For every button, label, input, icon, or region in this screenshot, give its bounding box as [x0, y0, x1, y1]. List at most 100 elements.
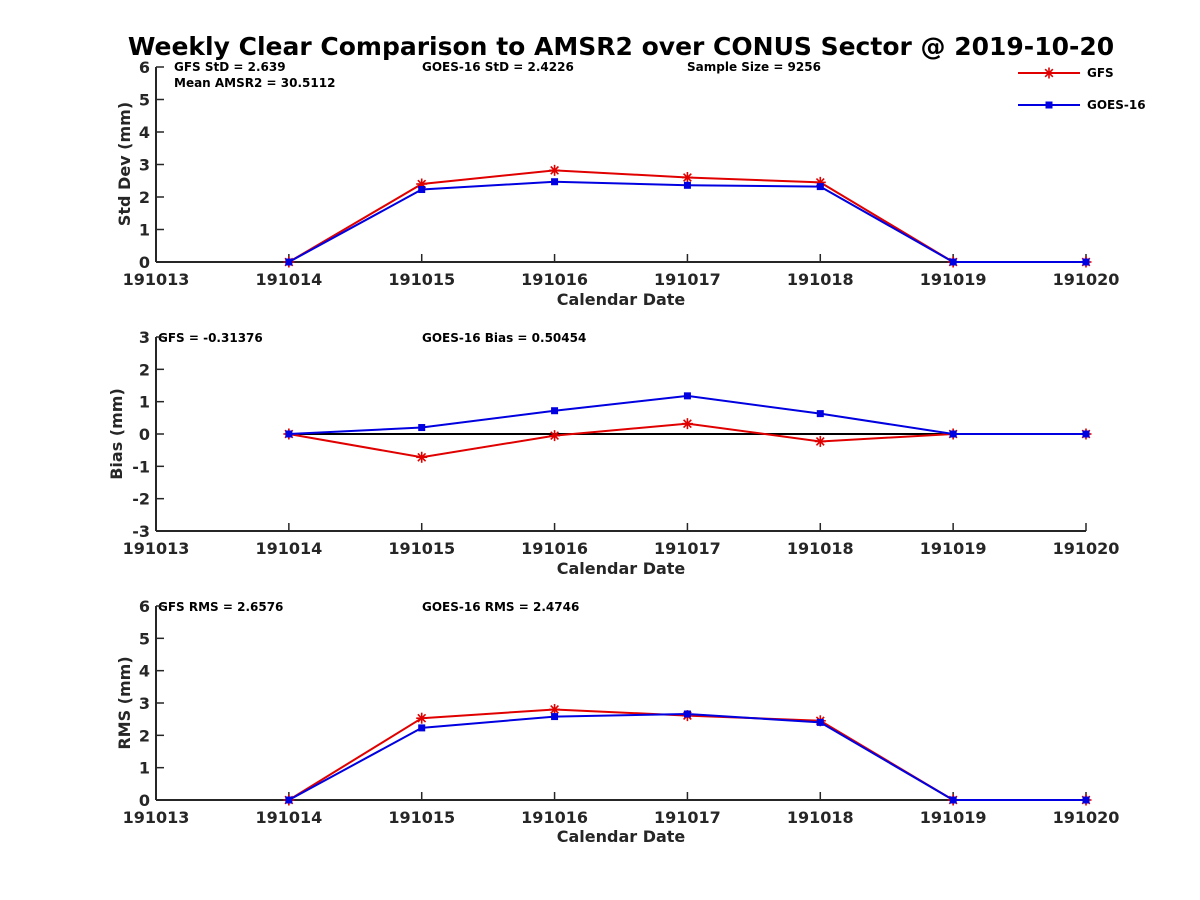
- bias-y-tick-label: -2: [132, 490, 150, 509]
- bias-goes16-point: [285, 430, 293, 438]
- rms-x-tick-label: 191013: [123, 808, 190, 827]
- rms-gfs-point: [549, 703, 561, 715]
- rms-x-tick-label: 191015: [388, 808, 455, 827]
- std-x-tick-label: 191018: [787, 270, 854, 289]
- rms-goes16-point: [418, 724, 426, 732]
- rms-x-tick-label: 191017: [654, 808, 721, 827]
- bias-x-tick-label: 191015: [388, 539, 455, 558]
- std-goes16-point: [816, 183, 824, 191]
- std-gfs-point: [681, 172, 693, 183]
- std-y-axis-label: Std Dev (mm): [115, 102, 134, 226]
- std-x-tick-label: 191014: [255, 270, 322, 289]
- bias-x-tick-label: 191014: [255, 539, 322, 558]
- bias-panel: GFS = -0.31376 GOES-16 Bias = 0.50454 Ca…: [107, 328, 1119, 578]
- bias-goes16-point: [816, 410, 824, 418]
- std-goes16-point: [285, 258, 293, 266]
- std-dev-panel: GFS StD = 2.639 Mean AMSR2 = 30.5112 GOE…: [115, 58, 1119, 309]
- rms-goes16-point: [949, 796, 957, 804]
- rms-x-tick-label: 191016: [521, 808, 588, 827]
- legend-goes16-marker: [1045, 101, 1053, 109]
- rms-y-axis-label: RMS (mm): [115, 656, 134, 749]
- std-goes16-annotation: GOES-16 StD = 2.4226: [422, 60, 574, 74]
- bias-x-tick-label: 191017: [654, 539, 721, 558]
- std-y-tick-label: 1: [139, 221, 150, 240]
- rms-y-tick-label: 2: [139, 726, 150, 745]
- rms-goes16-point: [683, 710, 691, 718]
- rms-gfs-annotation: GFS RMS = 2.6576: [158, 600, 283, 614]
- std-y-tick-label: 5: [139, 91, 150, 110]
- std-mean-amsr2-annotation: Mean AMSR2 = 30.5112: [174, 76, 335, 90]
- rms-x-tick-label: 191020: [1053, 808, 1120, 827]
- bias-x-tick-label: 191019: [920, 539, 987, 558]
- std-x-tick-label: 191019: [920, 270, 987, 289]
- legend-gfs-label: GFS: [1087, 66, 1114, 80]
- bias-x-tick-label: 191016: [521, 539, 588, 558]
- legend: GFS GOES-16: [1018, 66, 1146, 112]
- chart-title: Weekly Clear Comparison to AMSR2 over CO…: [128, 32, 1114, 61]
- std-x-tick-label: 191016: [521, 270, 588, 289]
- rms-gfs-point: [416, 712, 428, 724]
- bias-y-tick-label: 2: [139, 360, 150, 379]
- bias-y-tick-label: 1: [139, 393, 150, 412]
- bias-goes16-annotation: GOES-16 Bias = 0.50454: [422, 331, 586, 345]
- bias-y-tick-label: -1: [132, 457, 150, 476]
- legend-gfs-marker: [1043, 67, 1055, 79]
- std-x-tick-label: 191020: [1053, 270, 1120, 289]
- bias-x-tick-label: 191020: [1053, 539, 1120, 558]
- bias-gfs-annotation: GFS = -0.31376: [158, 331, 263, 345]
- legend-goes16-square: [1045, 101, 1053, 109]
- rms-panel: GFS RMS = 2.6576 GOES-16 RMS = 2.4746 Ca…: [115, 597, 1119, 846]
- rms-goes16-annotation: GOES-16 RMS = 2.4746: [422, 600, 579, 614]
- bias-y-tick-label: 3: [139, 328, 150, 347]
- std-gfs-point: [549, 164, 561, 176]
- rms-x-tick-label: 191019: [920, 808, 987, 827]
- rms-goes16-point: [285, 796, 293, 804]
- bias-x-tick-label: 191013: [123, 539, 190, 558]
- bias-y-axis-label: Bias (mm): [107, 388, 126, 480]
- bias-goes16-point: [551, 407, 559, 415]
- std-sample-size-annotation: Sample Size = 9256: [687, 60, 821, 74]
- std-goes16-point: [1082, 258, 1090, 266]
- std-goes16-point: [551, 178, 559, 186]
- rms-y-tick-label: 3: [139, 694, 150, 713]
- std-gfs-annotation: GFS StD = 2.639: [174, 60, 286, 74]
- legend-gfs-asterisk: [1043, 67, 1055, 79]
- bias-goes16-point: [683, 392, 691, 400]
- std-y-tick-label: 0: [139, 253, 150, 272]
- std-goes16-point: [418, 186, 426, 194]
- bias-goes16-point: [1082, 430, 1090, 438]
- std-x-axis-label: Calendar Date: [557, 290, 686, 309]
- std-y-tick-label: 4: [139, 123, 150, 142]
- rms-goes16-point: [1082, 796, 1090, 804]
- std-goes16-point: [683, 181, 691, 189]
- std-x-tick-label: 191017: [654, 270, 721, 289]
- std-y-tick-label: 6: [139, 58, 150, 77]
- rms-x-tick-label: 191018: [787, 808, 854, 827]
- rms-goes16-point: [816, 718, 824, 726]
- std-y-tick-label: 3: [139, 156, 150, 175]
- bias-gfs-point: [814, 435, 826, 447]
- std-x-tick-label: 191013: [123, 270, 190, 289]
- rms-x-tick-label: 191014: [255, 808, 322, 827]
- bias-x-tick-label: 191018: [787, 539, 854, 558]
- bias-goes16-point: [418, 424, 426, 432]
- bias-gfs-point: [681, 418, 693, 430]
- rms-y-tick-label: 6: [139, 597, 150, 616]
- bias-y-tick-label: 0: [139, 425, 150, 444]
- legend-goes16-label: GOES-16: [1087, 98, 1146, 112]
- bias-gfs-point: [416, 451, 428, 463]
- rms-y-tick-label: 1: [139, 759, 150, 778]
- bias-goes16-point: [949, 430, 957, 438]
- rms-y-tick-label: 5: [139, 629, 150, 648]
- bias-x-axis-label: Calendar Date: [557, 559, 686, 578]
- rms-goes16-point: [551, 713, 559, 721]
- std-y-tick-label: 2: [139, 188, 150, 207]
- rms-y-tick-label: 4: [139, 662, 150, 681]
- rms-x-axis-label: Calendar Date: [557, 827, 686, 846]
- bias-y-tick-label: -3: [132, 522, 150, 541]
- rms-y-tick-label: 0: [139, 791, 150, 810]
- std-x-tick-label: 191015: [388, 270, 455, 289]
- std-goes16-point: [949, 258, 957, 266]
